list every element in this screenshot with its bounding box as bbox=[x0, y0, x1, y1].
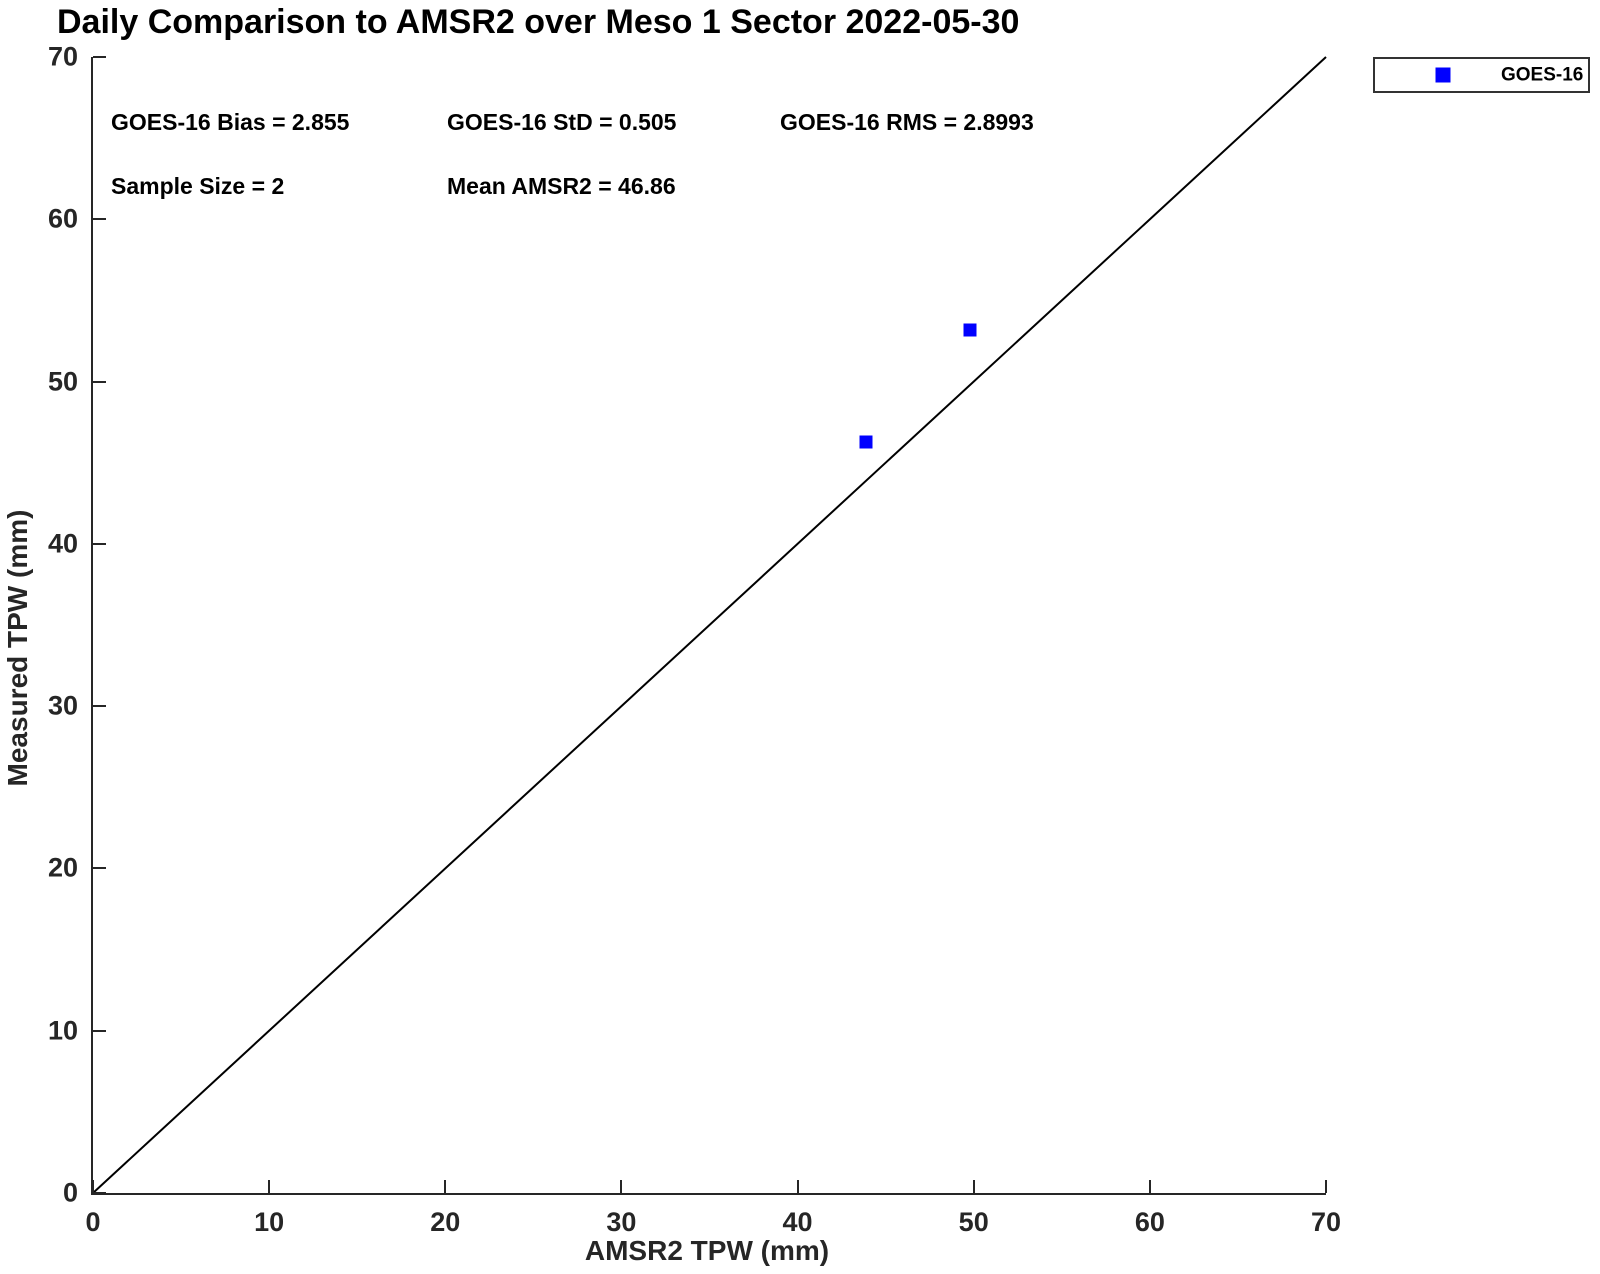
stat-bias: GOES-16 Bias = 2.855 bbox=[111, 109, 350, 135]
x-axis-tick bbox=[268, 1180, 271, 1193]
identity-line bbox=[93, 57, 1326, 1193]
data-point-goes-16 bbox=[859, 435, 873, 449]
y-axis-tick bbox=[93, 1029, 106, 1032]
y-axis-tick-label: 30 bbox=[47, 690, 78, 721]
x-axis-tick-label: 40 bbox=[782, 1207, 813, 1237]
x-axis-tick-label: 10 bbox=[254, 1207, 285, 1237]
x-axis-tick-label: 50 bbox=[958, 1207, 989, 1237]
x-axis-tick bbox=[92, 1180, 94, 1193]
y-axis-tick bbox=[93, 867, 106, 870]
x-axis-tick-label: 70 bbox=[1310, 1207, 1342, 1237]
x-axis-tick bbox=[972, 1180, 975, 1193]
chart-title: Daily Comparison to AMSR2 over Meso 1 Se… bbox=[57, 3, 1020, 41]
x-axis-tick-label: 60 bbox=[1134, 1207, 1165, 1237]
data-point-goes-16 bbox=[963, 323, 977, 337]
x-axis-tick-label: 30 bbox=[606, 1207, 637, 1237]
legend-label: GOES-16 bbox=[1501, 64, 1584, 86]
stat-sample-size: Sample Size = 2 bbox=[111, 173, 285, 199]
y-axis-tick bbox=[93, 705, 106, 708]
y-axis-label: Measured TPW (mm) bbox=[2, 509, 33, 787]
x-axis-tick bbox=[1325, 1180, 1327, 1193]
x-axis-tick bbox=[444, 1180, 447, 1193]
x-axis-tick bbox=[796, 1180, 799, 1193]
x-axis-label: AMSR2 TPW (mm) bbox=[584, 1235, 830, 1266]
x-axis-tick bbox=[1148, 1180, 1151, 1193]
y-axis-tick-label: 60 bbox=[47, 203, 78, 234]
y-axis-tick bbox=[93, 218, 106, 221]
y-axis-tick-label: 20 bbox=[47, 852, 78, 883]
stat-rms: GOES-16 RMS = 2.8993 bbox=[780, 109, 1034, 135]
stat-std: GOES-16 StD = 0.505 bbox=[447, 109, 677, 135]
x-axis-tick-label: 20 bbox=[430, 1207, 461, 1237]
stat-mean-amsr2: Mean AMSR2 = 46.86 bbox=[447, 173, 676, 199]
y-axis-tick-label: 40 bbox=[47, 528, 78, 559]
y-axis-tick-label: 50 bbox=[47, 366, 78, 397]
y-axis-tick-label: 70 bbox=[47, 41, 78, 72]
plot-area: 0 10 20 30 40 50 60 70 0 10 20 30 40 50 60 70 bbox=[48, 43, 1341, 1236]
y-axis-tick bbox=[93, 542, 106, 545]
y-axis-tick-label: 10 bbox=[47, 1015, 78, 1046]
y-axis-tick bbox=[93, 56, 106, 58]
legend-marker-square-icon bbox=[1435, 67, 1451, 83]
legend: GOES-16 bbox=[1373, 57, 1590, 93]
y-axis-tick bbox=[93, 380, 106, 383]
x-axis-tick bbox=[620, 1180, 623, 1193]
y-axis-tick bbox=[93, 1192, 106, 1194]
y-axis-tick-label: 0 bbox=[62, 1177, 78, 1208]
x-axis-tick-label: 0 bbox=[85, 1207, 101, 1237]
